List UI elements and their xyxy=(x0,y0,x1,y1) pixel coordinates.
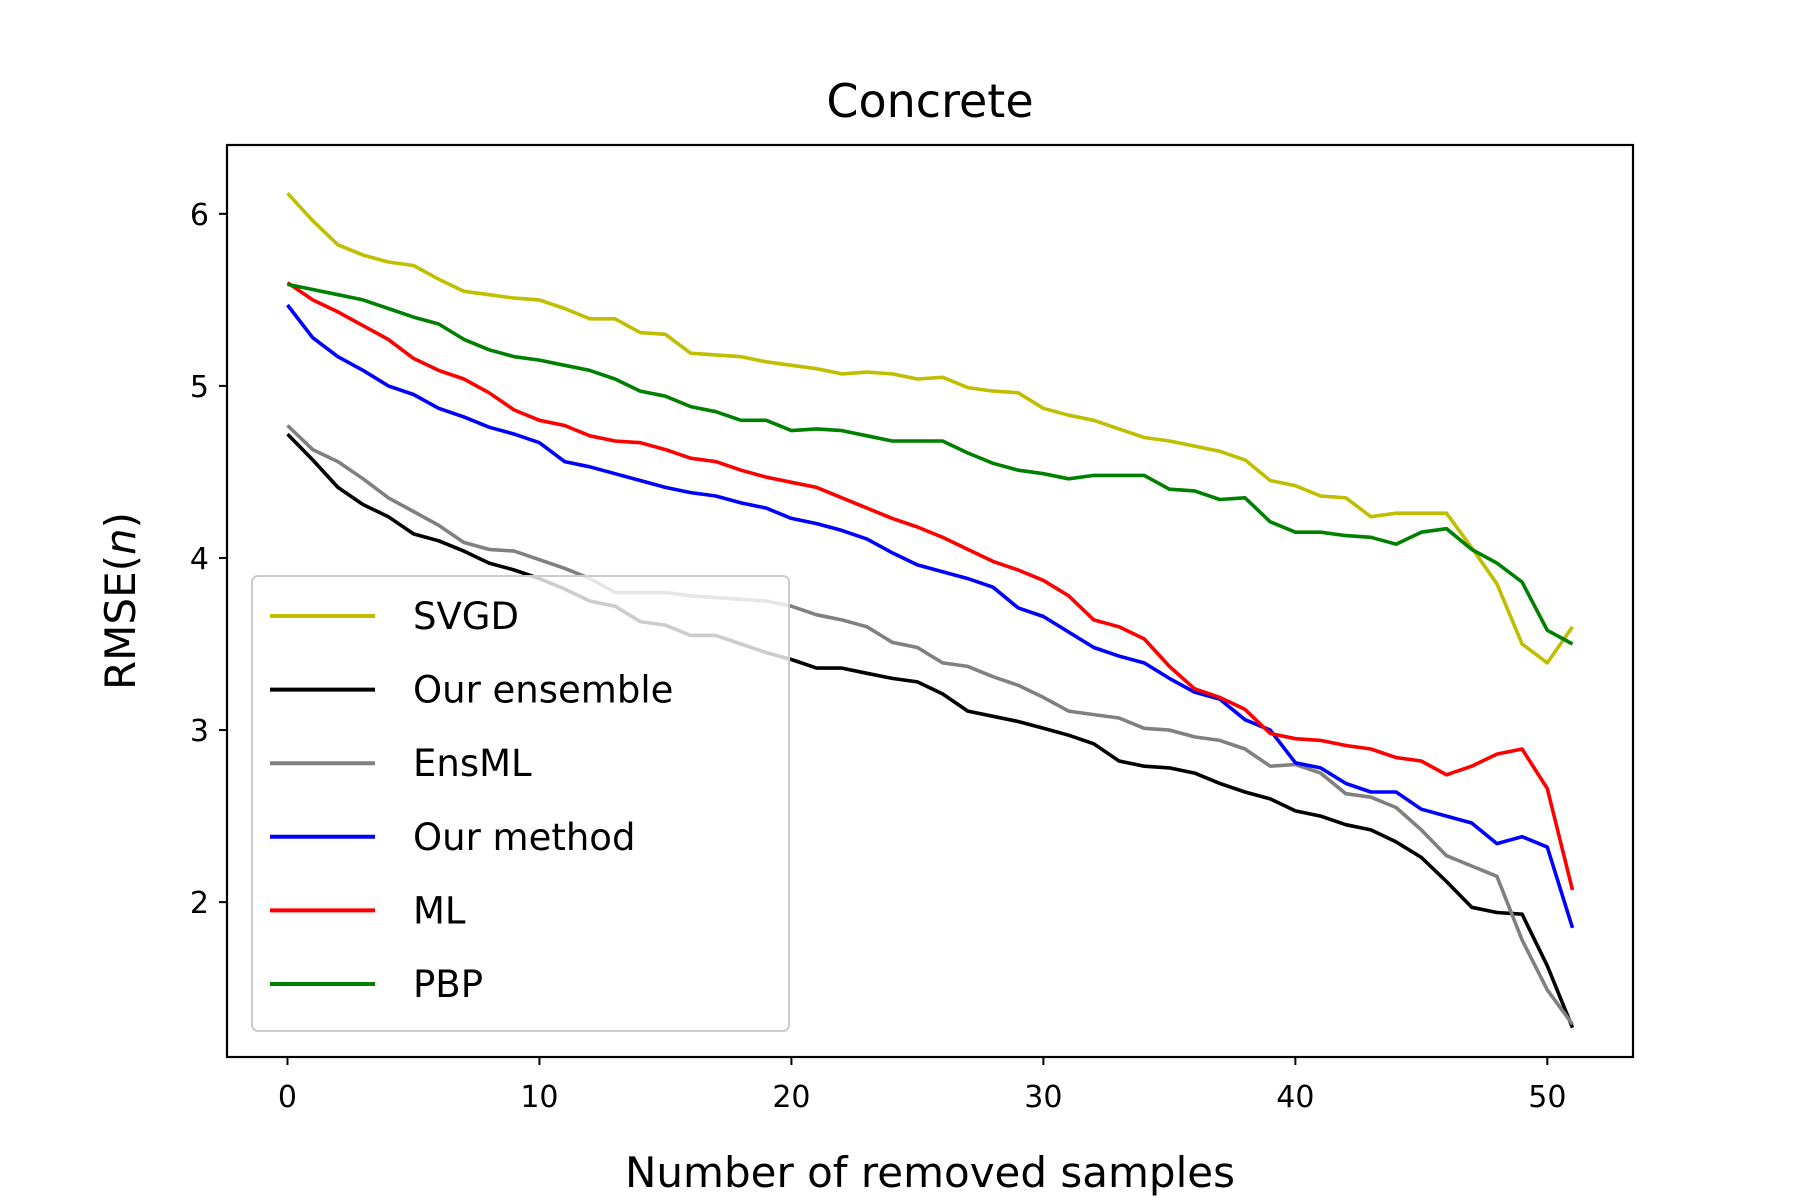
series-line-svgd xyxy=(286,191,1574,665)
plot-series xyxy=(286,191,1575,1029)
x-tick-label: 0 xyxy=(278,1080,297,1115)
y-tick-label: 3 xyxy=(190,714,209,749)
y-tick-label: 5 xyxy=(190,370,209,405)
series-line-our-method xyxy=(286,303,1575,929)
legend-label-our-method: Our method xyxy=(413,816,635,859)
series-line-pbp xyxy=(287,282,1574,646)
x-axis-label: Number of removed samples xyxy=(625,1148,1235,1197)
legend-label-our-ensemble: Our ensemble xyxy=(413,669,673,712)
legend: SVGD Our ensemble EnsML Our method ML PBP xyxy=(251,575,790,1032)
y-tick-label: 2 xyxy=(190,886,209,921)
x-tick-label: 40 xyxy=(1276,1080,1314,1115)
x-tick-label: 10 xyxy=(520,1080,558,1115)
x-tick-label: 20 xyxy=(772,1080,810,1115)
y-axis: 2 3 4 5 6 xyxy=(190,198,227,921)
x-tick-label: 50 xyxy=(1528,1080,1566,1115)
plot-frame xyxy=(225,143,1635,1059)
series-line-ml xyxy=(286,281,1575,891)
legend-label-pbp: PBP xyxy=(413,963,483,1006)
series-line-our-ensemble xyxy=(286,432,1575,1029)
x-axis: 0 10 20 30 40 50 xyxy=(278,1057,1566,1115)
series-line-ensml xyxy=(286,424,1574,1026)
legend-label-ml: ML xyxy=(413,889,466,932)
legend-label-svgd: SVGD xyxy=(413,595,519,638)
chart-title: Concrete xyxy=(826,74,1033,128)
legend-label-ensml: EnsML xyxy=(413,742,532,785)
y-axis-label: RMSE(n) xyxy=(96,512,145,690)
x-tick-label: 30 xyxy=(1024,1080,1062,1115)
y-tick-label: 4 xyxy=(190,542,209,577)
y-tick-label: 6 xyxy=(190,198,209,233)
legend-frame xyxy=(251,575,790,1032)
